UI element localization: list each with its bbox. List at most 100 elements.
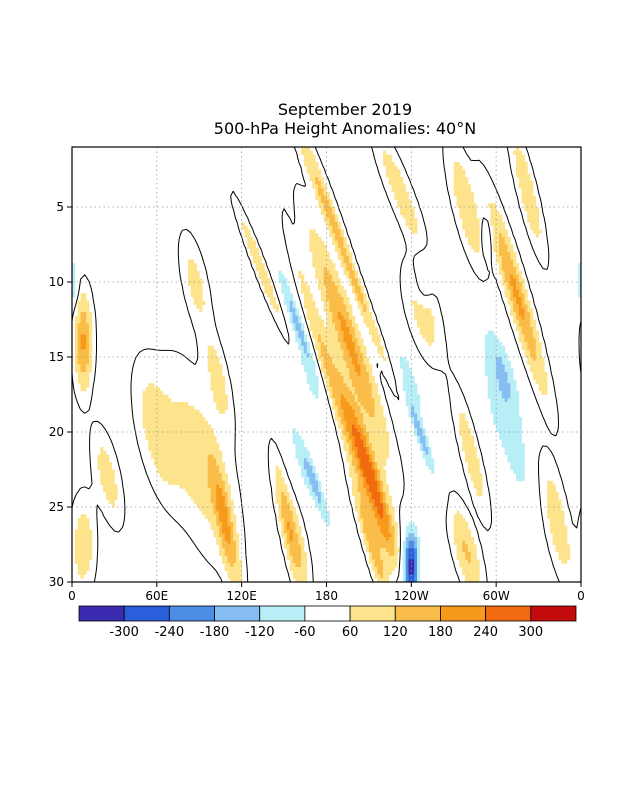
anomaly-cell [295, 450, 299, 455]
anomaly-cell [510, 255, 514, 260]
anomaly-cell [518, 177, 523, 182]
anomaly-cell [199, 278, 203, 283]
anomaly-cell [332, 353, 336, 358]
anomaly-cell [371, 567, 375, 572]
anomaly-cell [470, 462, 474, 467]
anomaly-cell [377, 435, 381, 440]
anomaly-cell [315, 274, 319, 279]
anomaly-cell [306, 297, 310, 302]
anomaly-cell [518, 330, 523, 335]
anomaly-field [72, 147, 582, 583]
anomaly-cell [332, 222, 336, 227]
anomaly-cell [354, 353, 359, 358]
anomaly-cell [315, 319, 319, 324]
anomaly-cell [286, 293, 291, 298]
anomaly-cell [493, 237, 497, 242]
anomaly-cell [170, 443, 175, 448]
anomaly-cell [289, 529, 293, 534]
anomaly-cell [86, 529, 90, 534]
anomaly-cell [515, 439, 520, 444]
anomaly-cell [360, 345, 364, 350]
anomaly-cell [236, 563, 240, 568]
anomaly-cell [487, 338, 491, 343]
anomaly-cell [216, 458, 220, 463]
anomaly-cell [459, 563, 463, 568]
anomaly-cell [561, 552, 565, 557]
anomaly-cell [459, 214, 463, 219]
anomaly-cell [301, 150, 305, 155]
anomaly-cell [490, 203, 494, 208]
anomaly-cell [185, 462, 189, 467]
anomaly-cell [278, 477, 282, 482]
anomaly-cell [470, 552, 474, 557]
anomaly-cell [323, 503, 327, 508]
anomaly-cell [374, 548, 378, 553]
anomaly-cell [527, 180, 531, 185]
anomaly-cell [168, 405, 172, 410]
anomaly-cell [154, 454, 158, 459]
anomaly-cell [351, 450, 356, 455]
anomaly-cell [224, 480, 228, 485]
anomaly-cell [357, 499, 361, 504]
anomaly-cell [535, 353, 539, 358]
anomaly-cell [326, 387, 330, 392]
anomaly-cell [320, 349, 325, 354]
anomaly-cell [320, 338, 325, 343]
anomaly-cell [258, 259, 262, 264]
anomaly-cell [187, 439, 192, 444]
anomaly-cell [312, 233, 316, 238]
anomaly-cell [301, 278, 305, 283]
anomaly-cell [400, 180, 404, 185]
anomaly-cell [337, 229, 342, 234]
anomaly-cell [357, 353, 361, 358]
anomaly-cell [411, 207, 415, 212]
anomaly-cell [159, 394, 163, 399]
anomaly-cell [332, 270, 336, 275]
anomaly-cell [366, 488, 370, 493]
anomaly-cell [202, 477, 206, 482]
anomaly-cell [371, 477, 375, 482]
anomaly-cell [337, 402, 342, 407]
anomaly-cell [383, 540, 387, 545]
anomaly-cell [400, 192, 404, 197]
anomaly-cell [354, 364, 359, 369]
anomaly-cell [83, 372, 87, 377]
anomaly-cell [371, 405, 375, 410]
anomaly-cell [518, 165, 523, 170]
anomaly-cell [366, 525, 370, 530]
anomaly-cell [473, 225, 477, 230]
anomaly-cell [467, 229, 472, 234]
anomaly-cell [459, 420, 463, 425]
anomaly-cell [380, 477, 384, 482]
anomaly-cell [148, 447, 152, 452]
anomaly-cell [142, 398, 146, 403]
anomaly-cell [368, 480, 373, 485]
anomaly-cell [159, 469, 163, 474]
anomaly-cell [470, 454, 474, 459]
anomaly-cell [366, 480, 370, 485]
anomaly-cell [190, 473, 194, 478]
anomaly-cell [219, 477, 223, 482]
anomaly-cell [346, 342, 350, 347]
anomaly-cell [323, 199, 327, 204]
anomaly-cell [383, 150, 387, 155]
anomaly-cell [165, 402, 169, 407]
anomaly-cell [165, 462, 169, 467]
anomaly-cell [459, 165, 463, 170]
anomaly-cell [414, 548, 418, 553]
anomaly-cell [154, 432, 158, 437]
anomaly-cell [103, 450, 107, 455]
anomaly-cell [326, 214, 330, 219]
anomaly-cell [309, 327, 313, 332]
anomaly-cell [383, 503, 387, 508]
anomaly-cell [207, 368, 211, 373]
anomaly-cell [213, 368, 217, 373]
anomaly-cell [303, 342, 308, 347]
anomaly-cell [303, 473, 308, 478]
anomaly-cell [216, 529, 220, 534]
anomaly-cell [368, 499, 373, 504]
anomaly-cell [86, 364, 90, 369]
anomaly-cell [86, 360, 90, 365]
anomaly-cell [250, 240, 254, 245]
anomaly-cell [501, 360, 506, 365]
